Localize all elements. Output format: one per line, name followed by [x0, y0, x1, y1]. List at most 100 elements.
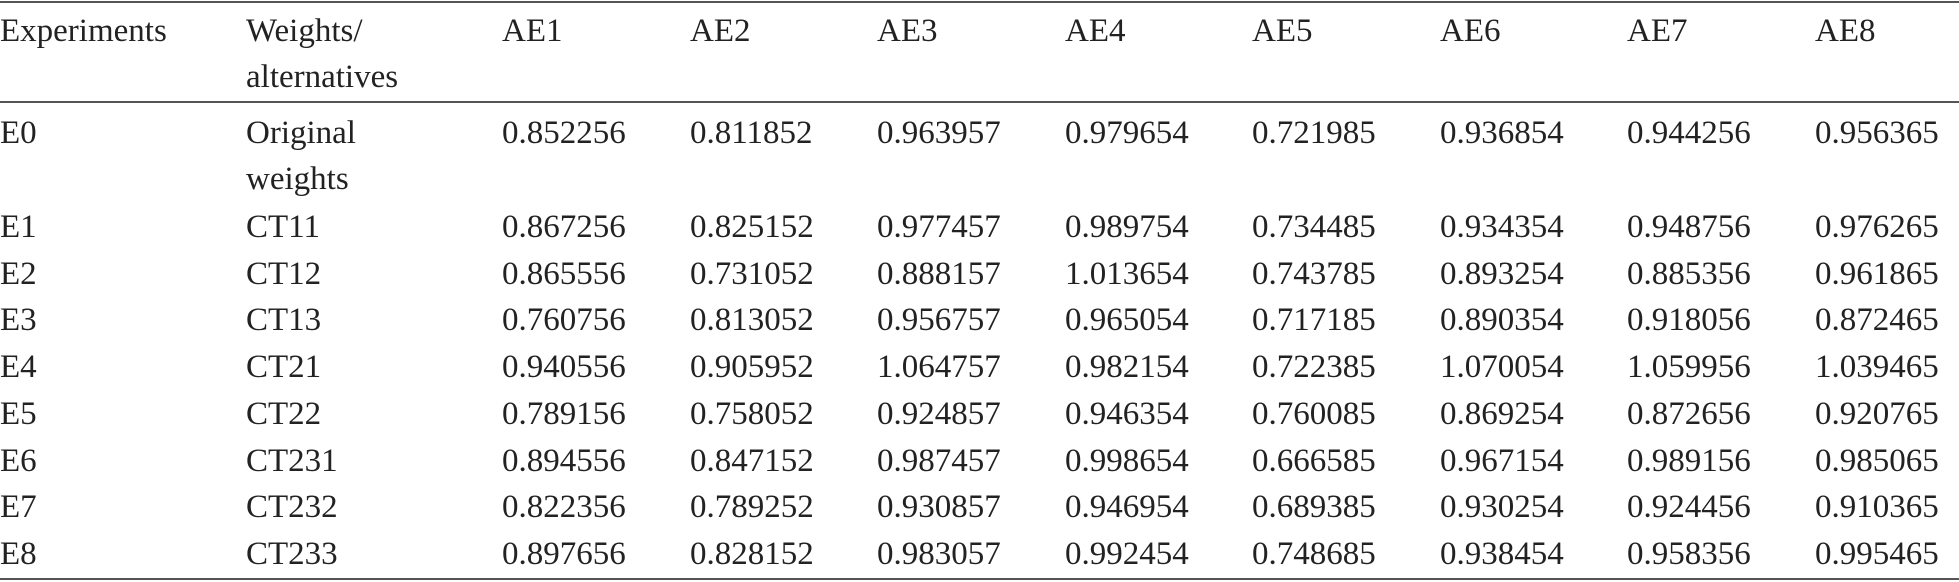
value-cell: 0.948756: [1627, 209, 1751, 245]
header-cell: AE7: [1627, 13, 1688, 49]
value-cell: 0.965054: [1065, 302, 1189, 339]
header-cell: AE6: [1440, 13, 1501, 49]
value-cell: 0.852256: [502, 115, 626, 151]
value-cell: 1.064757: [877, 349, 1001, 386]
value-cell: 0.748685: [1252, 535, 1376, 572]
header-cell: AE5: [1252, 13, 1313, 49]
value-cell: 0.920765: [1815, 395, 1939, 432]
weights-cell: CT22: [246, 395, 322, 432]
top-rule: [0, 1, 1959, 3]
value-cell: 0.946354: [1065, 395, 1189, 432]
value-cell: 0.995465: [1815, 535, 1939, 572]
value-cell: 1.059956: [1627, 349, 1751, 386]
value-cell: 0.890354: [1440, 302, 1564, 339]
value-cell: 0.789252: [690, 489, 814, 526]
value-cell: 0.946954: [1065, 489, 1189, 526]
value-cell: 0.872656: [1627, 395, 1751, 432]
value-cell: 0.822356: [502, 489, 626, 526]
value-cell: 0.734485: [1252, 209, 1376, 245]
value-cell: 0.885356: [1627, 255, 1751, 292]
value-cell: 0.987457: [877, 442, 1001, 479]
row-label: E2: [0, 255, 37, 292]
value-cell: 0.961865: [1815, 255, 1939, 292]
value-cell: 0.828152: [690, 535, 814, 572]
weights-cell: CT232: [246, 489, 338, 526]
weights-cell: CT21: [246, 349, 322, 386]
value-cell: 0.760085: [1252, 395, 1376, 432]
row-label: E5: [0, 395, 37, 432]
value-cell: 0.893254: [1440, 255, 1564, 292]
value-cell: 0.930254: [1440, 489, 1564, 526]
value-cell: 0.717185: [1252, 302, 1376, 339]
header-cell: AE8: [1815, 13, 1876, 49]
value-cell: 0.967154: [1440, 442, 1564, 479]
value-cell: 0.944256: [1627, 115, 1751, 151]
value-cell: 0.731052: [690, 255, 814, 292]
value-cell: 0.924857: [877, 395, 1001, 432]
value-cell: 1.070054: [1440, 349, 1564, 386]
header-cell: AE2: [690, 13, 751, 49]
row-label: E7: [0, 489, 37, 526]
value-cell: 0.813052: [690, 302, 814, 339]
weights-cell: CT13: [246, 302, 322, 339]
header-cell: AE4: [1065, 13, 1126, 49]
header-rule: [0, 101, 1959, 103]
value-cell: 0.872465: [1815, 302, 1939, 339]
value-cell: 0.992454: [1065, 535, 1189, 572]
weights-cell: Original weights: [246, 115, 356, 197]
value-cell: 0.934354: [1440, 209, 1564, 245]
value-cell: 0.956365: [1815, 115, 1939, 151]
value-cell: 0.976265: [1815, 209, 1939, 245]
value-cell: 0.760756: [502, 302, 626, 339]
value-cell: 0.977457: [877, 209, 1001, 245]
value-cell: 0.847152: [690, 442, 814, 479]
value-cell: 0.979654: [1065, 115, 1189, 151]
value-cell: 0.666585: [1252, 442, 1376, 479]
value-cell: 0.989754: [1065, 209, 1189, 245]
header-cell: AE1: [502, 13, 563, 49]
value-cell: 0.940556: [502, 349, 626, 386]
weights-cell: CT233: [246, 535, 338, 572]
value-cell: 0.985065: [1815, 442, 1939, 479]
value-cell: 0.888157: [877, 255, 1001, 292]
value-cell: 0.689385: [1252, 489, 1376, 526]
header-cell: Experiments: [0, 13, 167, 49]
value-cell: 0.936854: [1440, 115, 1564, 151]
value-cell: 0.998654: [1065, 442, 1189, 479]
value-cell: 0.930857: [877, 489, 1001, 526]
value-cell: 0.894556: [502, 442, 626, 479]
value-cell: 0.722385: [1252, 349, 1376, 386]
value-cell: 0.956757: [877, 302, 1001, 339]
value-cell: 0.743785: [1252, 255, 1376, 292]
row-label: E3: [0, 302, 37, 339]
bottom-rule: [0, 578, 1959, 580]
value-cell: 0.905952: [690, 349, 814, 386]
value-cell: 0.867256: [502, 209, 626, 245]
header-cell: Weights/ alternatives: [246, 13, 399, 95]
row-label: E0: [0, 115, 37, 151]
value-cell: 0.989156: [1627, 442, 1751, 479]
row-label: E4: [0, 349, 37, 386]
weights-cell: CT231: [246, 442, 338, 479]
value-cell: 0.983057: [877, 535, 1001, 572]
value-cell: 0.958356: [1627, 535, 1751, 572]
value-cell: 0.918056: [1627, 302, 1751, 339]
value-cell: 0.910365: [1815, 489, 1939, 526]
value-cell: 0.811852: [690, 115, 813, 151]
value-cell: 0.924456: [1627, 489, 1751, 526]
value-cell: 0.897656: [502, 535, 626, 572]
value-cell: 0.758052: [690, 395, 814, 432]
value-cell: 0.865556: [502, 255, 626, 292]
value-cell: 1.013654: [1065, 255, 1189, 292]
header-cell: AE3: [877, 13, 938, 49]
weights-cell: CT12: [246, 255, 322, 292]
value-cell: 0.938454: [1440, 535, 1564, 572]
row-label: E6: [0, 442, 37, 479]
value-cell: 1.039465: [1815, 349, 1939, 386]
value-cell: 0.963957: [877, 115, 1001, 151]
value-cell: 0.825152: [690, 209, 814, 245]
weights-cell: CT11: [246, 209, 320, 245]
row-label: E8: [0, 535, 37, 572]
value-cell: 0.869254: [1440, 395, 1564, 432]
